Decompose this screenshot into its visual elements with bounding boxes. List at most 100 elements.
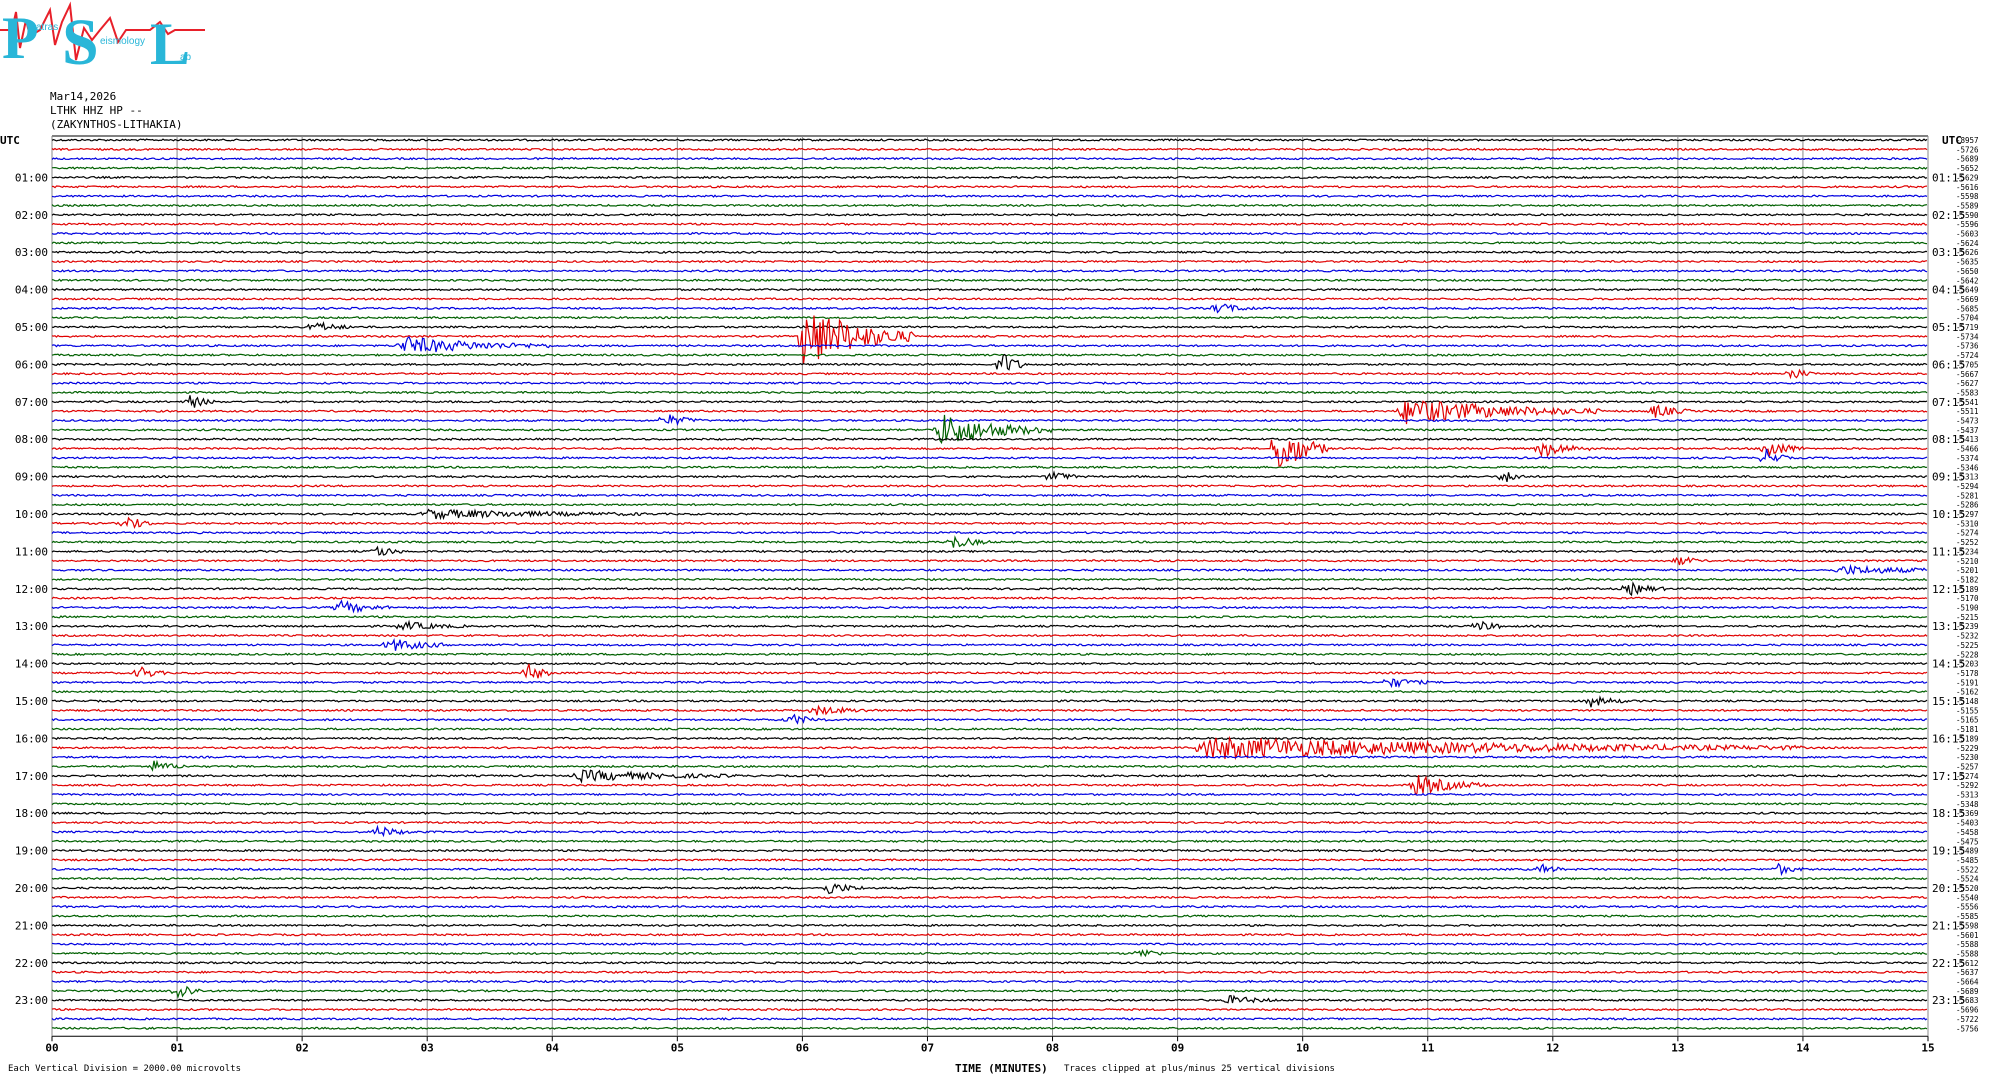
trace-offset-label: -5590 <box>1956 211 1979 220</box>
seismic-trace <box>51 1026 1928 1030</box>
x-tick-label: 01 <box>170 1041 184 1054</box>
trace-offset-label: -5736 <box>1956 342 1979 351</box>
trace-offset-label: -5413 <box>1956 435 1979 444</box>
seismic-trace <box>51 353 1928 371</box>
right-hour-label: 02:15 <box>1932 209 1965 222</box>
seismic-trace <box>51 689 1928 694</box>
trace-offset-label: -5520 <box>1956 884 1979 893</box>
seismic-trace <box>51 241 1928 245</box>
x-tick-label: 11 <box>1421 1041 1435 1054</box>
right-axis-title: UTC <box>1942 134 1962 147</box>
seismic-trace <box>51 811 1928 815</box>
right-hour-label: 04:15 <box>1932 284 1965 297</box>
left-hour-label: 17:00 <box>15 770 48 783</box>
trace-offset-label: -5348 <box>1956 800 1979 809</box>
trace-offset-label: -5178 <box>1956 669 1979 678</box>
trace-offset-label: -5522 <box>1956 865 1979 874</box>
logo-subtext-3: ab <box>180 52 192 63</box>
right-hour-label: 22:15 <box>1932 957 1965 970</box>
right-hour-label: 19:15 <box>1932 845 1965 858</box>
seismic-trace <box>51 883 1928 895</box>
left-hour-label: 13:00 <box>15 620 48 633</box>
trace-offset-label: -5228 <box>1956 650 1979 659</box>
seismic-trace <box>51 895 1928 900</box>
right-hour-label: 14:15 <box>1932 658 1965 671</box>
seismic-trace <box>51 755 1928 759</box>
seismic-trace <box>51 156 1928 161</box>
trace-offset-label: -5181 <box>1956 725 1979 734</box>
trace-offset-label: -5189 <box>1956 585 1979 594</box>
header-date: Mar14,2026 <box>50 90 117 103</box>
seismic-trace <box>51 353 1928 357</box>
seismic-trace <box>51 933 1928 937</box>
seismic-trace <box>51 138 1928 142</box>
right-hour-label: 03:15 <box>1932 246 1965 259</box>
seismic-trace <box>51 194 1928 198</box>
x-tick-label: 09 <box>1171 1041 1184 1054</box>
seismic-trace <box>51 315 1928 365</box>
trace-offset-label: -5734 <box>1956 332 1979 341</box>
x-tick-label: 03 <box>421 1041 434 1054</box>
seismic-trace <box>51 166 1928 170</box>
trace-offset-label: -5726 <box>1956 145 1979 154</box>
trace-offset-label: -5585 <box>1956 912 1979 921</box>
trace-offset-label: -5475 <box>1956 837 1979 846</box>
seismic-trace <box>51 390 1928 395</box>
left-hour-label: 23:00 <box>15 994 48 1007</box>
left-hour-label: 11:00 <box>15 545 48 558</box>
seismic-trace <box>51 315 1928 320</box>
right-hour-label: 16:15 <box>1932 732 1965 745</box>
right-hour-label: 08:15 <box>1932 433 1965 446</box>
trace-offset-label: -5274 <box>1956 772 1979 781</box>
axis-labels: 00 01 02 03 04 05 06 07 08 09 10 11 12 13 14 15 UTC UTC 01… <box>0 134 1979 1054</box>
seismic-trace <box>51 858 1928 862</box>
trace-offset-label: -5719 <box>1956 323 1979 332</box>
header-location: (ZAKYNTHOS-LITHAKIA) <box>50 118 183 131</box>
seismic-trace <box>51 792 1928 797</box>
seismic-trace <box>51 678 1928 689</box>
seismic-trace <box>51 596 1928 600</box>
trace-offset-label: -5437 <box>1956 426 1979 435</box>
logo-seismogram-trace <box>0 1 205 61</box>
right-hour-label: 07:15 <box>1932 396 1965 409</box>
trace-offset-label: -5689 <box>1956 987 1979 996</box>
seismic-trace <box>51 775 1928 796</box>
trace-offset-label: -5598 <box>1956 192 1979 201</box>
x-tick-label: 06 <box>796 1041 810 1054</box>
trace-offset-label: -5667 <box>1956 370 1979 379</box>
seismic-trace <box>51 638 1928 651</box>
trace-offset-label: -5696 <box>1956 1006 1979 1015</box>
trace-offset-label: -5642 <box>1956 276 1979 285</box>
seismic-trace <box>51 619 1928 632</box>
right-hour-label: 17:15 <box>1932 770 1965 783</box>
x-tick-label: 08 <box>1046 1041 1059 1054</box>
right-hour-label: 18:15 <box>1932 807 1965 820</box>
logo-letter-l: L <box>150 11 190 70</box>
left-hour-label: 18:00 <box>15 807 48 820</box>
logo-letter-p: P <box>2 5 39 70</box>
seismic-trace <box>51 493 1928 498</box>
trace-offset-label: -5170 <box>1956 594 1979 603</box>
trace-offset-label: -5292 <box>1956 781 1979 790</box>
trace-offset-label: -5589 <box>1956 201 1979 210</box>
right-hour-label: 09:15 <box>1932 471 1965 484</box>
x-axis-title: TIME (MINUTES) <box>955 1062 1048 1075</box>
trace-offset-label: -5257 <box>1956 762 1979 771</box>
seismic-trace <box>51 222 1928 226</box>
seismic-trace <box>51 652 1928 656</box>
trace-offset-label: -5664 <box>1956 978 1979 987</box>
trace-offset-label: -5281 <box>1956 491 1979 500</box>
right-hour-label: 10:15 <box>1932 508 1965 521</box>
seismic-trace <box>51 820 1928 825</box>
seismic-trace <box>51 465 1928 470</box>
trace-offset-label: -5286 <box>1956 501 1979 510</box>
minute-gridlines <box>51 135 1929 1042</box>
right-hour-label: 13:15 <box>1932 620 1965 633</box>
seismic-trace <box>51 530 1928 535</box>
trace-offset-label: -5189 <box>1956 734 1979 743</box>
seismic-trace <box>51 563 1928 576</box>
logo-subtext-1: atras <box>36 22 58 33</box>
logo-subtext-2: eismology <box>100 36 145 47</box>
seismic-trace <box>51 395 1928 408</box>
trace-offset-label: -5556 <box>1956 903 1979 912</box>
